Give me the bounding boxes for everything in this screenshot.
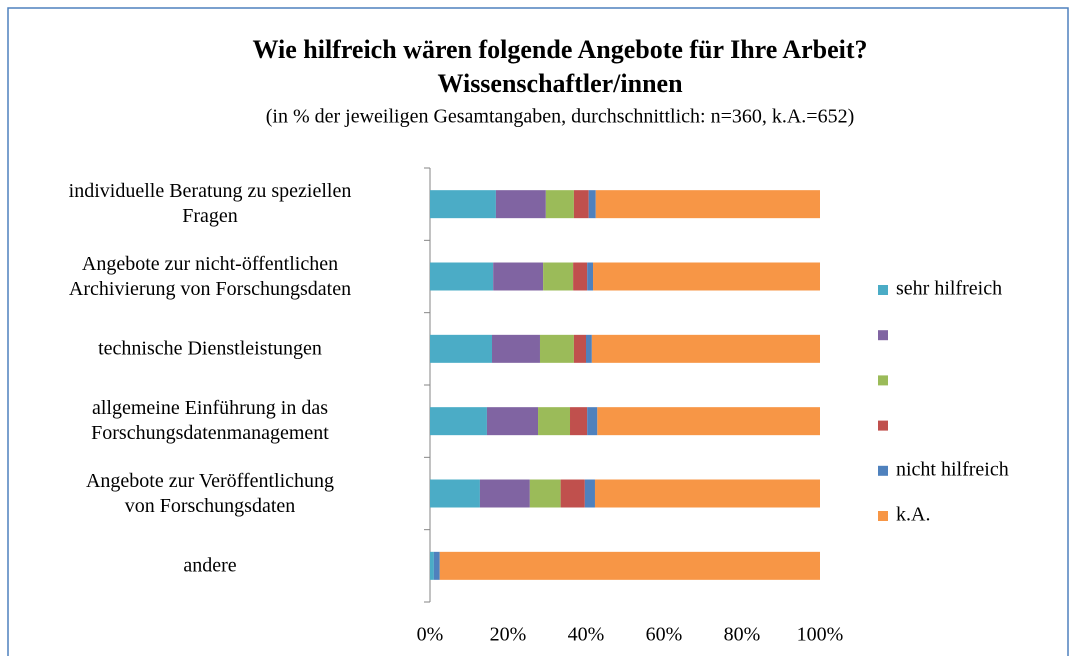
legend-swatch [878, 511, 888, 521]
bar-segment [430, 334, 493, 363]
bar-segment [486, 407, 539, 436]
bar-segment [495, 190, 546, 219]
chart-note: (in % der jeweiligen Gesamtangaben, durc… [266, 106, 855, 128]
bar-segment [430, 262, 494, 291]
bar-segment [430, 407, 487, 436]
x-tick-label: 20% [490, 624, 527, 646]
bar-segment [584, 479, 595, 508]
bar-segment [433, 551, 440, 580]
category-label: technische Dienstleistungen [98, 337, 322, 360]
bar-segment [593, 262, 820, 291]
bar-segment [545, 190, 574, 219]
legend-swatch [878, 330, 888, 341]
legend-swatch [878, 465, 888, 476]
chart-frame [7, 7, 1069, 656]
bar-segment [543, 262, 574, 291]
bar-segment [529, 479, 561, 508]
bar-segment [597, 407, 820, 436]
bar-segment [573, 334, 586, 363]
x-tick-label: 80% [724, 624, 761, 646]
legend-swatch [878, 285, 888, 295]
bar-segment [479, 479, 530, 508]
category-label: andere [183, 554, 237, 577]
legend-label: nicht hilfreich [896, 458, 1009, 480]
bar-segment [588, 190, 596, 219]
bar-segment [493, 262, 544, 291]
bar-segment [595, 190, 820, 219]
bar-segment [560, 479, 585, 508]
chart-subtitle: Wissenschaftler/innen [437, 69, 683, 98]
legend-label: k.A. [896, 504, 930, 526]
category-label: individuelle Beratung zu speziellen Frag… [68, 180, 352, 228]
legend-label: sehr hilfreich [896, 278, 1002, 300]
bar-segment [594, 479, 820, 508]
bar-segment [430, 190, 496, 219]
category-label: Angebote zur nicht-öffentlichen Archivie… [68, 252, 352, 300]
category-label: allgemeine Einführung in das Forschungsd… [91, 397, 329, 445]
x-tick-label: 100% [797, 624, 844, 646]
category-label: Angebote zur Veröffentlichung von Forsch… [85, 469, 335, 517]
bar-segment [430, 479, 480, 508]
bar-segment [573, 190, 589, 219]
bar-segment [430, 551, 434, 580]
bar-segment [587, 262, 594, 291]
x-tick-label: 60% [646, 624, 683, 646]
legend-swatch [878, 375, 888, 386]
legend-swatch [878, 420, 888, 431]
bar-segment [539, 334, 574, 363]
bar-segment [586, 334, 592, 363]
bar-segment [573, 262, 588, 291]
bar-segment [492, 334, 540, 363]
bar-segment [587, 407, 598, 436]
bar-segment [570, 407, 588, 436]
bar-segment [439, 551, 820, 580]
bar-segment [591, 334, 820, 363]
bar-segment [538, 407, 571, 436]
chart-title: Wie hilfreich wären folgende Angebote fü… [252, 35, 867, 64]
x-tick-label: 40% [568, 624, 605, 646]
x-tick-label: 0% [417, 624, 444, 646]
